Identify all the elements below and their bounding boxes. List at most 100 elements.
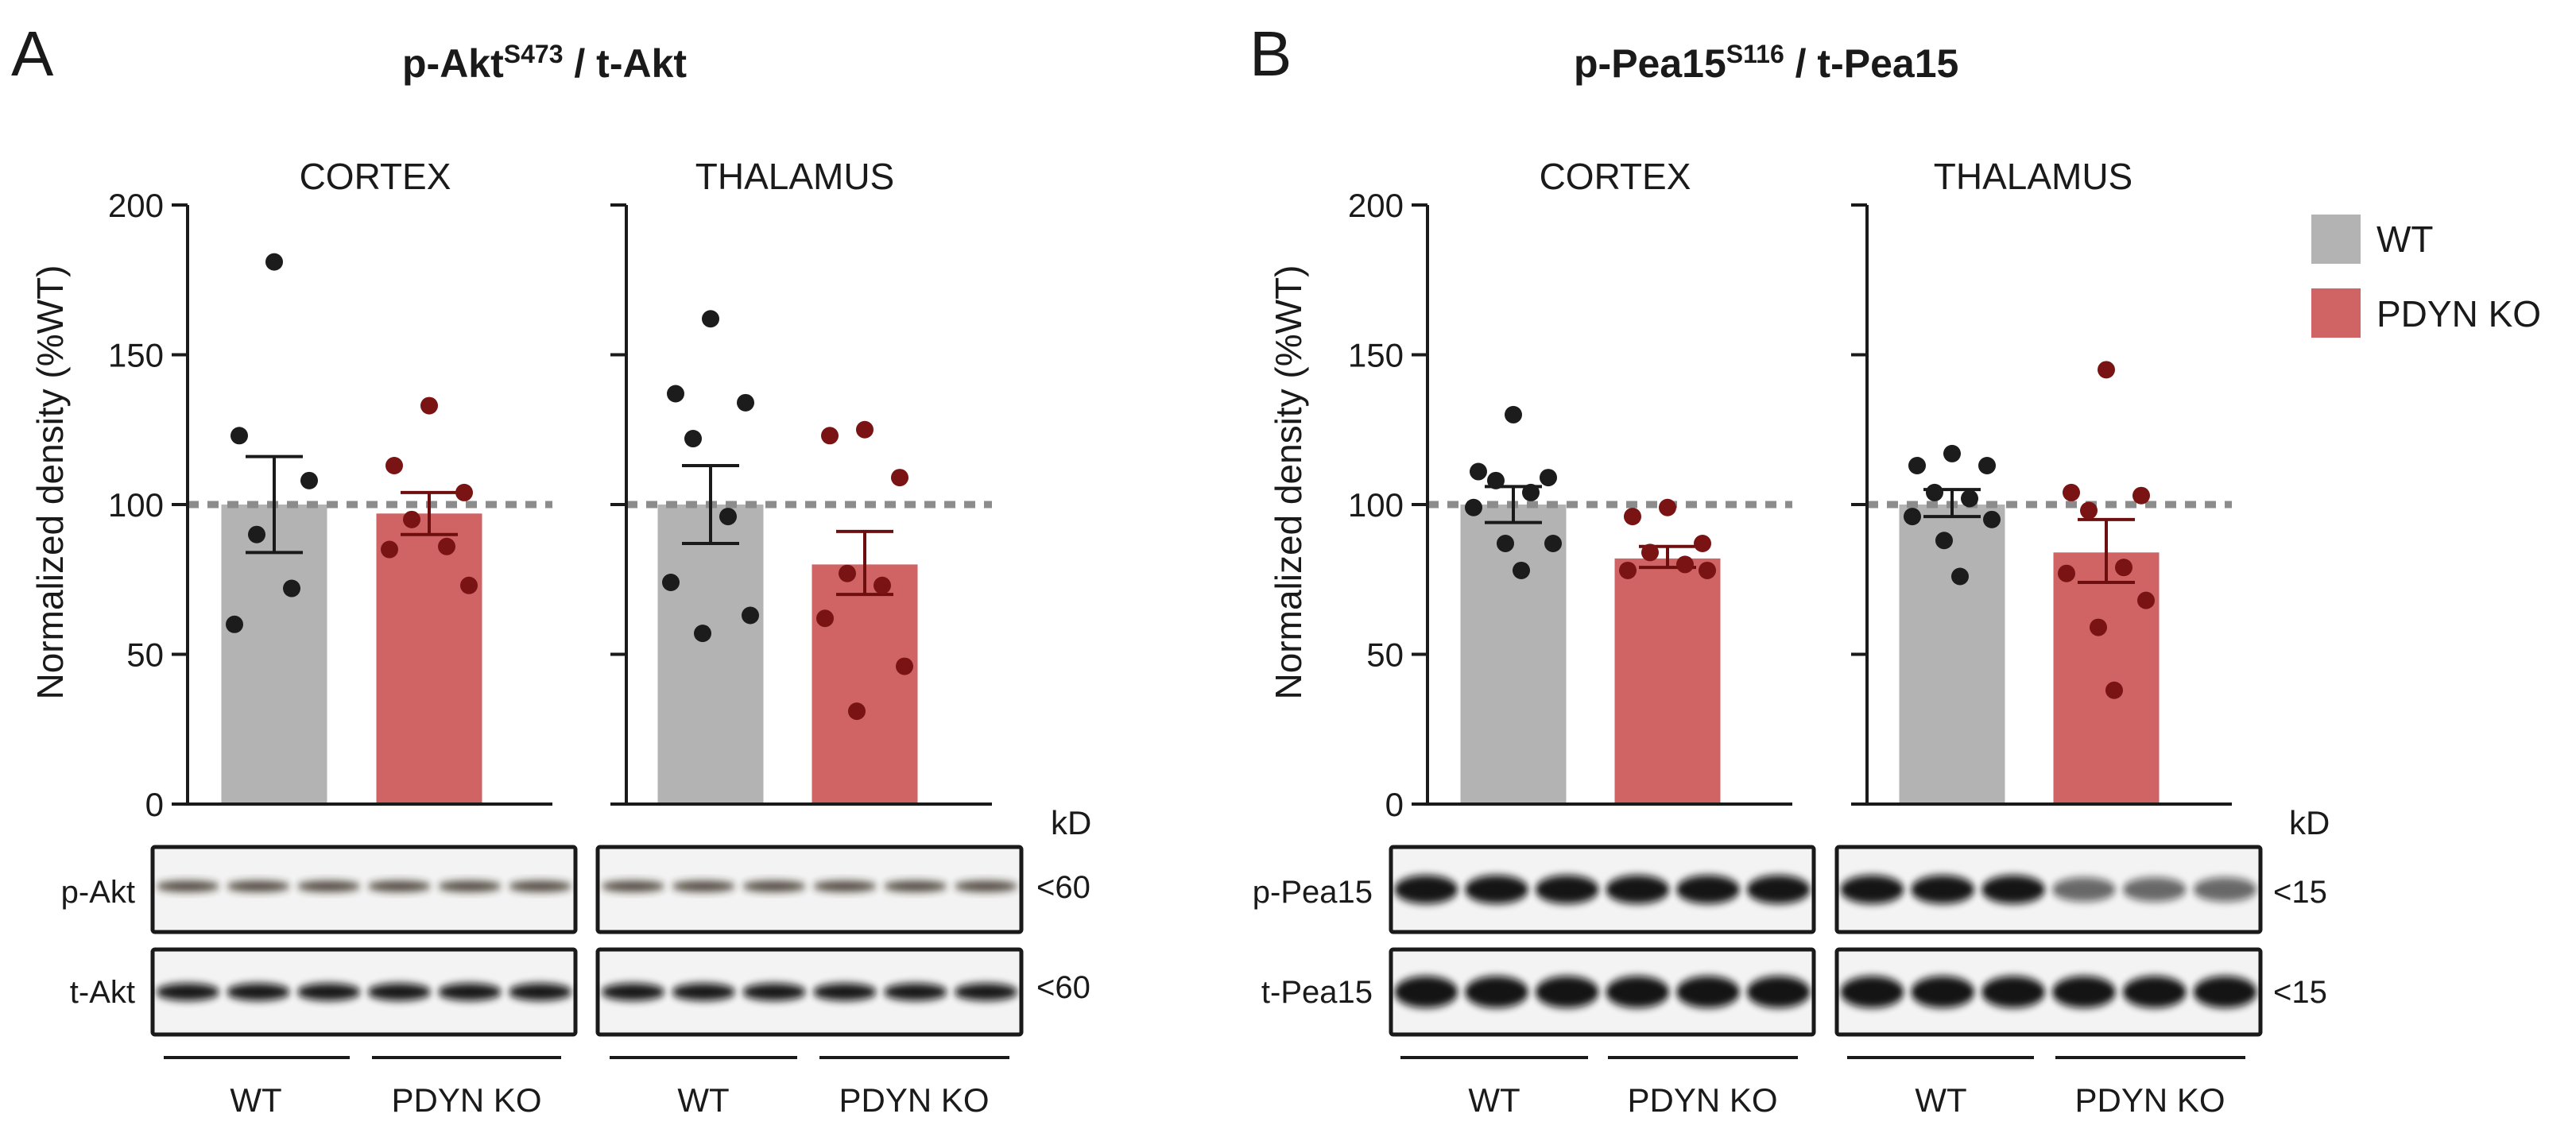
blot-p-pea15 [1389, 845, 1816, 934]
data-point-wt [684, 430, 702, 448]
blot-band [2122, 877, 2187, 902]
data-point-pdyn-ko [821, 427, 839, 445]
data-point-wt [1497, 535, 1514, 553]
y-tick-label: 50 [126, 636, 164, 674]
bar-pdyn-ko [376, 513, 482, 804]
blot-band [227, 983, 290, 1001]
panel-a-title-tail: / t-Akt [564, 41, 688, 86]
panel-b-y-axis-label: Normalized density (%WT) [1268, 265, 1309, 700]
blot-t-akt [595, 947, 1024, 1037]
blot-p-akt [595, 845, 1024, 934]
data-point-pdyn-ko [460, 576, 478, 594]
data-point-pdyn-ko [2115, 559, 2132, 577]
blot-t-pea15 [1834, 947, 2263, 1037]
blot-t-akt [150, 947, 578, 1037]
data-point-wt [1904, 508, 1921, 526]
data-point-wt [300, 471, 318, 489]
kd-marker-t-akt: <60 [1036, 970, 1090, 1005]
y-tick-label: 100 [1348, 486, 1404, 524]
data-point-pdyn-ko [2137, 591, 2155, 609]
blot-band [367, 983, 432, 1001]
data-point-wt [702, 310, 719, 328]
data-point-wt [737, 393, 754, 412]
data-point-wt [1505, 405, 1522, 423]
blot-band [1676, 875, 1740, 904]
panel-b-title-sup: S116 [1726, 40, 1784, 68]
group-label-a-cortex-ko: PDYN KO [391, 1081, 541, 1119]
group-label-a-cortex-wt: WT [230, 1081, 281, 1119]
y-tick-label: 0 [145, 786, 164, 823]
legend-wt-swatch [2311, 215, 2361, 264]
data-point-wt [1983, 510, 2001, 528]
blot-band [1840, 875, 1904, 904]
blot-band [601, 983, 665, 1001]
blot-band [367, 880, 432, 892]
blot-band [1840, 976, 1904, 1008]
data-point-pdyn-ko [1676, 555, 1694, 574]
data-point-pdyn-ko [1659, 498, 1676, 516]
y-tick-label: 150 [108, 337, 164, 374]
data-point-pdyn-ko [438, 537, 455, 555]
data-point-pdyn-ko [1641, 543, 1659, 562]
data-point-wt [742, 606, 759, 625]
blot-band [2051, 877, 2116, 902]
data-point-pdyn-ko [1619, 561, 1637, 579]
data-point-wt [1470, 462, 1487, 481]
blot-frame [150, 947, 578, 1037]
blot-band [296, 880, 361, 892]
blot-band [812, 983, 877, 1001]
charts-layer: CORTEX 0 50 100 150 200 THALAMUS CORTEX 0 50 100 15… [108, 156, 2232, 823]
data-point-wt [694, 625, 711, 643]
data-point-pdyn-ko [1699, 561, 1716, 579]
y-tick-label: 200 [1348, 187, 1404, 224]
blot-band [1394, 976, 1458, 1008]
blot-band [883, 880, 947, 892]
blot-band [1535, 976, 1599, 1008]
panel-a-title-main: p-Akt [402, 41, 504, 86]
blot-band [1746, 976, 1811, 1008]
panel-a-y-axis-label: Normalized density (%WT) [29, 265, 71, 700]
blot-frame [150, 845, 578, 934]
group-label-b-thalamus-ko: PDYN KO [2074, 1081, 2225, 1119]
data-point-pdyn-ko [403, 510, 420, 528]
blot-band [438, 880, 502, 892]
blot-band [672, 880, 736, 892]
panel-a: A p-AktS473 / t-Akt Normalized density (… [11, 18, 687, 700]
blot-band [296, 983, 361, 1001]
data-point-wt [1465, 498, 1482, 516]
blot-t-pea15 [1389, 947, 1816, 1037]
data-point-pdyn-ko [848, 702, 866, 721]
blot-band [508, 880, 572, 892]
data-point-wt [1908, 456, 1926, 474]
legend-wt-label: WT [2377, 219, 2434, 260]
data-point-wt [1544, 535, 1562, 553]
region-title: CORTEX [1540, 156, 1691, 197]
data-point-wt [662, 574, 680, 592]
data-point-pdyn-ko [2105, 681, 2123, 699]
blot-band [954, 880, 1018, 892]
panel-letter-a: A [11, 18, 54, 89]
data-point-pdyn-ko [1624, 508, 1641, 526]
blot-frame [595, 845, 1024, 934]
bar-wt [1899, 505, 2005, 804]
blot-band [883, 983, 947, 1001]
bar-pdyn-ko [1614, 558, 1721, 804]
group-label-b-cortex-ko: PDYN KO [1627, 1081, 1777, 1119]
data-point-pdyn-ko [2090, 618, 2107, 636]
data-point-wt [1943, 444, 1961, 462]
data-point-pdyn-ko [896, 657, 913, 675]
data-point-wt [1513, 561, 1530, 579]
blot-band [672, 983, 736, 1001]
data-point-pdyn-ko [856, 420, 874, 439]
kd-marker-p-pea15: <15 [2273, 875, 2327, 910]
blot-band [2122, 976, 2187, 1008]
data-point-pdyn-ko [455, 483, 473, 501]
data-point-wt [1935, 532, 1953, 550]
data-point-pdyn-ko [2063, 483, 2080, 501]
data-point-wt [1951, 567, 1969, 586]
panel-b-title-tail: / t-Pea15 [1784, 41, 1959, 86]
blot-band [2193, 877, 2257, 902]
panel-letter-b: B [1249, 18, 1292, 89]
bar-pdyn-ko [812, 564, 918, 804]
